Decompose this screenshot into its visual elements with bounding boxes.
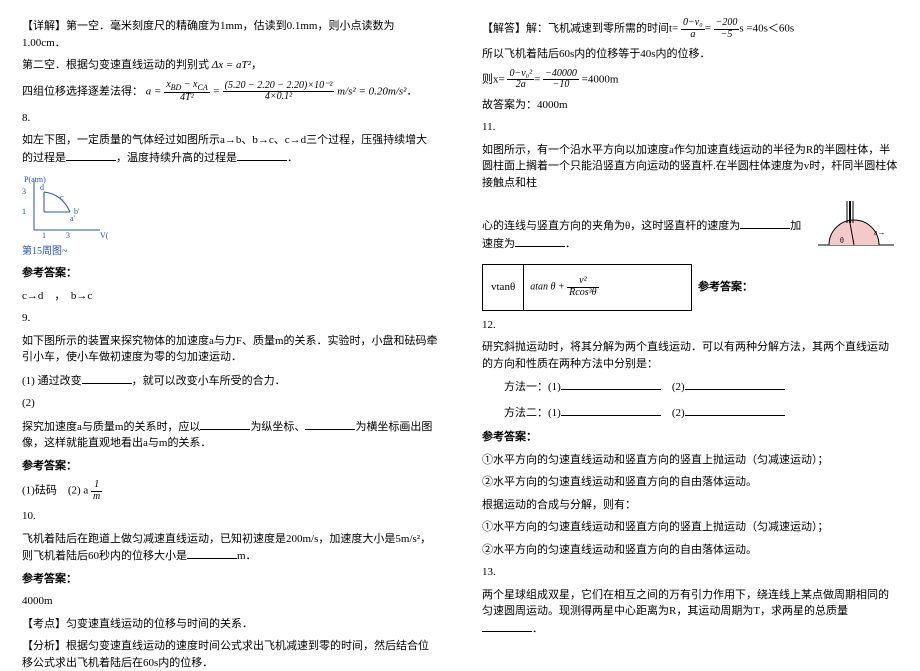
q9-sub1: (1) 通过改变 ，就可以改变小车所受的合力． <box>22 372 438 390</box>
q13-line: 两个星球组成双星，它们在相互之间的万有引力作用下，绕连线上某点做周期相同的匀速圆… <box>482 587 898 638</box>
q10-ans: 4000m <box>22 593 438 610</box>
method1-line: 方法一：(1) (2) <box>482 378 898 396</box>
blank <box>187 547 237 559</box>
q8-line1: 如左下图，一定质量的气体经过如图所示a→b、b→c、c→d三个过程，压强持续增大… <box>22 132 438 166</box>
jieda-tail: =40s＜60s <box>746 23 794 35</box>
a-formula: a = xBD − xCA4T² = (5.20 − 2.20 − 2.20)×… <box>146 80 407 104</box>
jieda-line: 【解答】解：飞机减速到零所需的时间t= 0−v₀a= −200−5s =40s＜… <box>482 18 898 40</box>
svg-text:1: 1 <box>22 207 26 216</box>
jieda3-tail: =4000m <box>582 73 619 85</box>
frac-4: −40000−10 <box>543 69 579 91</box>
blank <box>82 372 132 384</box>
q12-ans2: ②水平方向的匀速直线运动和竖直方向的自由落体运动。 <box>482 474 898 491</box>
m2-sep: (2) <box>672 407 685 419</box>
right-column: 【解答】解：飞机减速到零所需的时间t= 0−v₀a= −200−5s =40s＜… <box>460 0 920 651</box>
blank <box>482 620 532 632</box>
q13-text: 两个星球组成双星，它们在相互之间的万有引力作用下，绕连线上某点做周期相同的匀速圆… <box>482 589 889 618</box>
four-shift-intro: 四组位移选择逐差法得： <box>22 85 143 97</box>
ans-label-2: 参考答案： <box>22 458 438 475</box>
blank <box>740 217 790 229</box>
svg-text:V(L): V(L) <box>100 231 108 240</box>
q10-fenxi: 【分析】根据匀变速直线运动的速度时间公式求出飞机减速到零的时间，然后结合位移公式… <box>22 638 438 671</box>
blank <box>305 418 355 430</box>
blank <box>237 149 287 161</box>
q9-sub2-num: (2) <box>22 395 438 412</box>
q12-ans4: ②水平方向的匀速直线运动和竖直方向的自由落体运动。 <box>482 542 898 559</box>
method2-line: 方法二：(1) (2) <box>482 404 898 422</box>
ans-label-r1: 参考答案： <box>698 279 753 296</box>
q11-text1: 如图所示，有一个沿水平方向以加速度a作匀加速直线运动的半径为R的半圆柱体，半圆柱… <box>482 142 898 192</box>
q13-num: 13. <box>482 564 898 581</box>
second-blank-line: 第二空．根据匀变速直线运动的判别式 Δx = aT²， <box>22 57 438 74</box>
left-column: 【详解】第一空．毫米刻度尺的精确度为1mm，估读到0.1mm，则小点读数为1.0… <box>0 0 460 651</box>
frac-3: 0−v₀²2a <box>507 69 534 91</box>
box-right: atan θ + v²Rcos³θ <box>524 265 604 310</box>
frac-2: −200−5 <box>714 18 740 40</box>
second-blank-intro: 第二空．根据匀变速直线运动的判别式 <box>22 59 212 71</box>
q9-sub2-line: 探究加速度a与质量m的关系时，应以为纵坐标、为横坐标画出图像，这样就能直观地看出… <box>22 418 438 452</box>
blank <box>200 418 250 430</box>
jieda: 【解答】解：飞机减速到零所需的时间t= <box>482 23 678 35</box>
q12-ans3: ①水平方向的匀速直线运动和竖直方向的竖直上抛运动（匀减速运动）； <box>482 519 898 536</box>
gu-ans: 故答案为：4000m <box>482 97 898 114</box>
q9-ans: (1)砝码 (2) a 1m <box>22 480 438 502</box>
blank <box>561 378 661 390</box>
svg-text:1: 1 <box>42 231 46 240</box>
detail-1: 【详解】第一空．毫米刻度尺的精确度为1mm，估读到0.1mm，则小点读数为1.0… <box>22 18 438 51</box>
q12-ans1: ①水平方向的匀速直线运动和竖直方向的竖直上抛运动（匀减速运动）； <box>482 452 898 469</box>
method1: 方法一：(1) <box>504 381 561 393</box>
svg-text:a': a' <box>70 214 76 223</box>
svg-text:a→: a→ <box>874 228 886 237</box>
q8-num: 8. <box>22 110 438 127</box>
blank <box>685 378 785 390</box>
q8-ans: c→d ， b→c <box>22 288 438 305</box>
frac-1: 0−v₀a <box>681 18 705 40</box>
svg-text:d: d <box>40 183 44 192</box>
svg-text:θ: θ <box>840 236 844 245</box>
jieda3: 则x= <box>482 73 505 85</box>
q10-tail: m． <box>237 550 257 562</box>
svg-text:3: 3 <box>22 187 26 196</box>
answer-box: vtanθ atan θ + v²Rcos³θ <box>482 264 692 311</box>
jieda2: 所以飞机着陆后60s内的位移等于40s内的位移． <box>482 46 898 63</box>
blank <box>561 404 661 416</box>
q12-ans-mid: 根据运动的合成与分解，则有： <box>482 497 898 514</box>
ans-label-3: 参考答案： <box>22 571 438 588</box>
q9-num: 9. <box>22 310 438 327</box>
q12-text: 研究斜抛运动时，将其分解为两个直线运动．可以有两种分解方法，其两个直线运动的方向… <box>482 339 898 372</box>
q9-sub1-tail: ，就可以改变小车所受的合力． <box>132 375 286 387</box>
one-over-m: 1m <box>91 480 102 502</box>
blank <box>66 149 116 161</box>
svg-text:3: 3 <box>66 231 70 240</box>
q9-sub2-mid: 为纵坐标、 <box>250 421 305 433</box>
ans-label-1: 参考答案： <box>22 265 438 282</box>
semi-circle-diagram: a→ θ <box>814 197 898 253</box>
q10-num: 10. <box>22 508 438 525</box>
q9-text: 如下图所示的装置来探究物体的加速度a与力F、质量m的关系．实验时，小盘和砝码牵引… <box>22 333 438 366</box>
q10-line: 飞机着陆后在跑道上做匀减速直线运动，已知初速度是200m/s，加速度大小是5m/… <box>22 531 438 565</box>
pv-diagram: P(atm) 3 1 V(L) 1 3 d b' c a' <box>22 172 108 242</box>
m1-sep: (2) <box>672 381 685 393</box>
q10-kaodian: 【考点】匀变速直线运动的位移与时间的关系． <box>22 616 438 633</box>
q11-num: 11. <box>482 119 898 136</box>
blank <box>515 235 565 247</box>
method2: 方法二：(1) <box>504 407 561 419</box>
svg-text:c: c <box>60 193 64 202</box>
q12-num: 12. <box>482 317 898 334</box>
ans-label-r2: 参考答案： <box>482 429 898 446</box>
blank <box>685 404 785 416</box>
q9-sub2: 探究加速度a与质量m的关系时，应以 <box>22 421 200 433</box>
delta-formula: Δx = aT² <box>212 57 251 74</box>
box-left: vtanθ <box>483 265 524 310</box>
q9-ans-text: (1)砝码 (2) a <box>22 485 88 497</box>
jieda3-line: 则x= 0−v₀²2a= −40000−10 =4000m <box>482 69 898 91</box>
four-shift: 四组位移选择逐差法得： a = xBD − xCA4T² = (5.20 − 2… <box>22 80 438 104</box>
q9-sub1-front: (1) 通过改变 <box>22 375 82 387</box>
diagram-caption: 第15周图~ <box>22 244 438 259</box>
q8-text2: 温度持续升高的过程是 <box>127 152 237 164</box>
q11-text2: 心的连线与竖直方向的夹角为θ，这时竖直杆的速度为 <box>482 220 740 232</box>
